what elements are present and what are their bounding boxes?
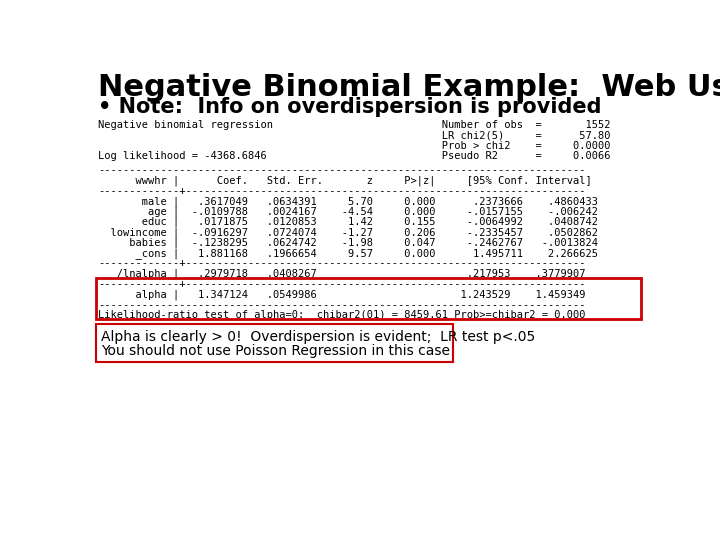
Text: Negative Binomial Example:  Web Use: Negative Binomial Example: Web Use xyxy=(98,72,720,102)
Text: You should not use Poisson Regression in this case: You should not use Poisson Regression in… xyxy=(101,344,450,358)
Text: babies |  -.1238295   .0624742    -1.98     0.047     -.2462767   -.0013824: babies | -.1238295 .0624742 -1.98 0.047 … xyxy=(98,238,598,248)
Text: male |   .3617049   .0634391     5.70     0.000      .2373666    .4860433: male | .3617049 .0634391 5.70 0.000 .237… xyxy=(98,196,598,207)
Text: Log likelihood = -4368.6846                            Pseudo R2      =     0.00: Log likelihood = -4368.6846 Pseudo R2 = … xyxy=(98,151,611,161)
Text: -------------+----------------------------------------------------------------: -------------+--------------------------… xyxy=(98,259,585,268)
Text: Alpha is clearly > 0!  Overdispersion is evident;  LR test p<.05: Alpha is clearly > 0! Overdispersion is … xyxy=(101,330,535,344)
Text: • Note:  Info on overdispersion is provided: • Note: Info on overdispersion is provid… xyxy=(98,97,601,117)
Text: /lnalpha |   .2979718   .0408267                        .217953    .3779907: /lnalpha | .2979718 .0408267 .217953 .37… xyxy=(98,269,585,279)
Text: lowincome |  -.0916297   .0724074    -1.27     0.206     -.2335457    .0502862: lowincome | -.0916297 .0724074 -1.27 0.2… xyxy=(98,227,598,238)
Text: ------------------------------------------------------------------------------: ----------------------------------------… xyxy=(98,165,585,175)
Bar xyxy=(96,324,453,362)
Text: -------------+----------------------------------------------------------------: -------------+--------------------------… xyxy=(98,186,585,195)
Text: _cons |   1.881168   .1966654     9.57     0.000      1.495711    2.266625: _cons | 1.881168 .1966654 9.57 0.000 1.4… xyxy=(98,248,598,259)
Text: ------------------------------------------------------------------------------: ----------------------------------------… xyxy=(98,300,585,310)
Text: Prob > chi2    =     0.0000: Prob > chi2 = 0.0000 xyxy=(98,141,611,151)
Bar xyxy=(96,279,641,319)
Text: Negative binomial regression                           Number of obs  =       15: Negative binomial regression Number of o… xyxy=(98,120,611,130)
Text: LR chi2(5)     =      57.80: LR chi2(5) = 57.80 xyxy=(98,131,611,140)
Text: Likelihood-ratio test of alpha=0:  chibar2(01) = 8459.61 Prob>=chibar2 = 0.000: Likelihood-ratio test of alpha=0: chibar… xyxy=(98,310,585,320)
Text: age |  -.0109788   .0024167    -4.54     0.000     -.0157155    -.006242: age | -.0109788 .0024167 -4.54 0.000 -.0… xyxy=(98,206,598,217)
Text: educ |   .0171875   .0120853     1.42     0.155     -.0064992    .0408742: educ | .0171875 .0120853 1.42 0.155 -.00… xyxy=(98,217,598,227)
Text: -------------+----------------------------------------------------------------: -------------+--------------------------… xyxy=(98,279,585,289)
Text: alpha |   1.347124   .0549986                       1.243529    1.459349: alpha | 1.347124 .0549986 1.243529 1.459… xyxy=(98,289,585,300)
Text: wwwhr |      Coef.   Std. Err.       z     P>|z|     [95% Conf. Interval]: wwwhr | Coef. Std. Err. z P>|z| [95% Con… xyxy=(98,176,592,186)
